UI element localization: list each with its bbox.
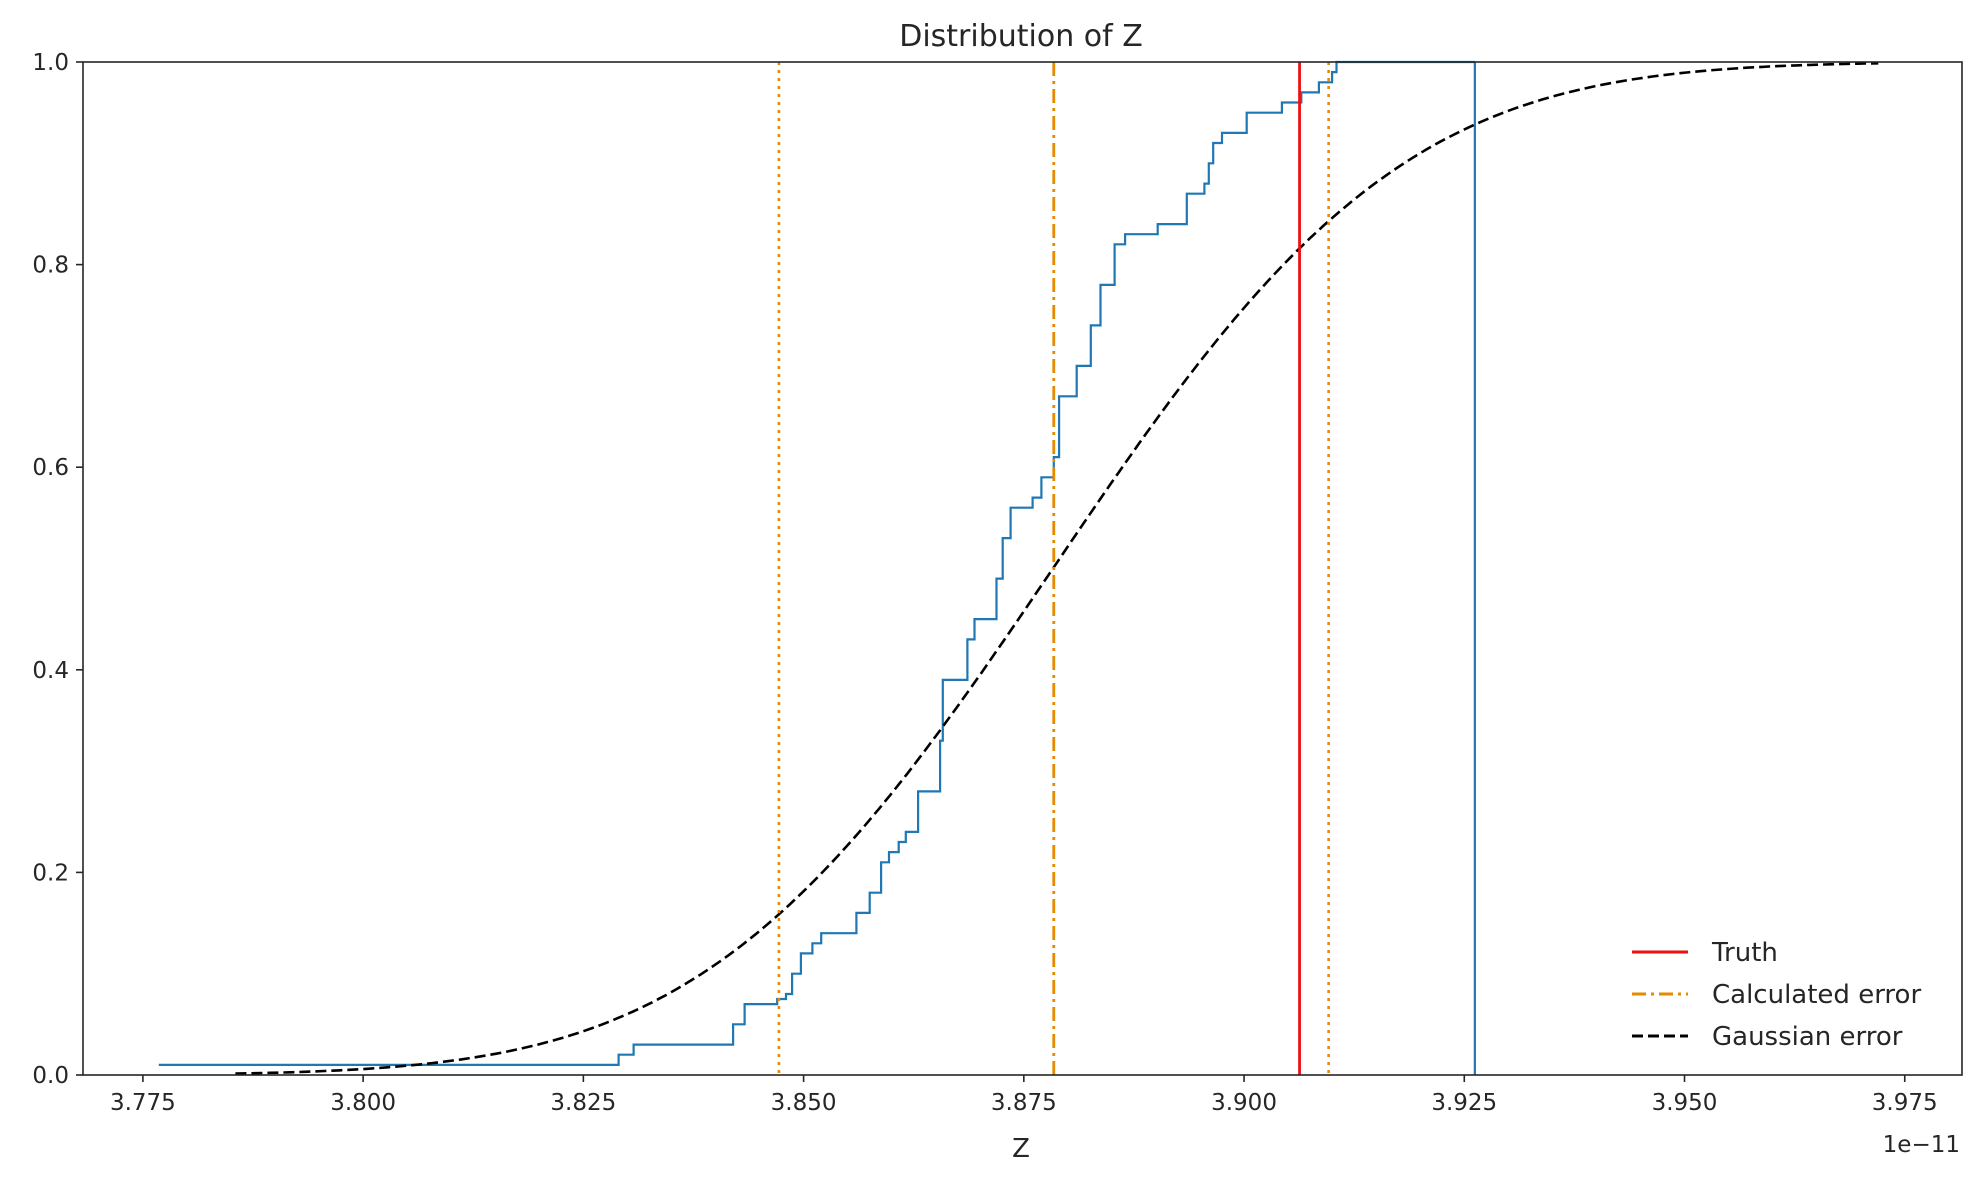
x-axis-offset-label: 1e−11 xyxy=(1883,1132,1960,1158)
plot-area xyxy=(158,60,1879,1075)
y-tick-label: 0.8 xyxy=(32,253,69,279)
legend-truth: Truth xyxy=(1632,938,1778,968)
legend-label: Calculated error xyxy=(1712,980,1921,1010)
y-tick-label: 0.2 xyxy=(32,860,69,886)
legend-calculated-error: Calculated error xyxy=(1632,980,1921,1010)
x-tick-label: 3.825 xyxy=(550,1090,616,1116)
legend-label: Truth xyxy=(1711,938,1778,968)
gaussian-error-line xyxy=(235,62,1879,1075)
axes-frame xyxy=(82,61,1963,1076)
x-tick-label: 3.900 xyxy=(1211,1090,1277,1116)
legend: Truth Calculated error Gaussian error xyxy=(1632,938,1921,1052)
x-tick-label: 3.850 xyxy=(771,1090,837,1116)
x-tick-label: 3.950 xyxy=(1652,1090,1718,1116)
legend-gaussian-error: Gaussian error xyxy=(1632,1022,1903,1052)
ecdf-step-line xyxy=(158,60,1475,1066)
legend-label: Gaussian error xyxy=(1712,1022,1903,1052)
y-tick-label: 0.6 xyxy=(32,455,69,481)
y-axis: 0.0 0.2 0.4 0.6 0.8 1.0 xyxy=(32,50,83,1089)
y-tick-label: 1.0 xyxy=(32,50,69,76)
x-tick-label: 3.775 xyxy=(110,1090,176,1116)
y-tick-label: 0.4 xyxy=(32,658,69,684)
x-axis-label: Z xyxy=(1012,1134,1030,1164)
x-tick-label: 3.925 xyxy=(1431,1090,1497,1116)
y-tick-label: 0.0 xyxy=(32,1063,69,1089)
x-tick-label: 3.800 xyxy=(330,1090,396,1116)
x-tick-label: 3.875 xyxy=(991,1090,1057,1116)
x-tick-label: 3.975 xyxy=(1872,1090,1938,1116)
x-axis: 3.775 3.800 3.825 3.850 3.875 3.900 3.925 3.950… xyxy=(110,1075,1938,1116)
chart-title: Distribution of Z xyxy=(899,19,1143,54)
